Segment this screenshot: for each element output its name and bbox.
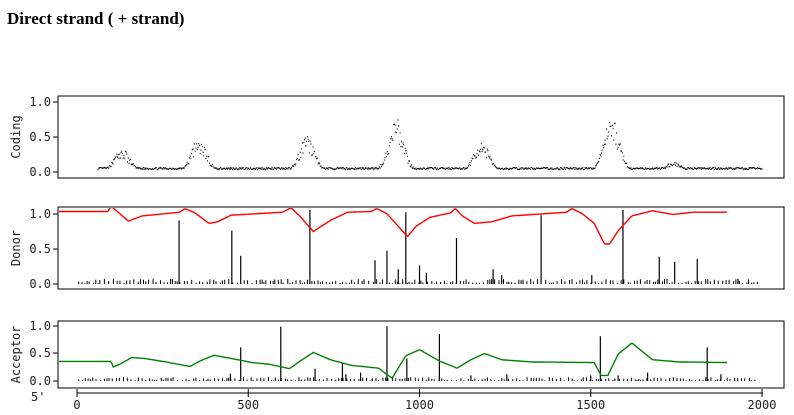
panel-donor: 1.0 0.5 0.0 Donor <box>9 206 785 291</box>
plot-frame <box>57 320 785 389</box>
y-tick-label: 0.5 <box>29 242 51 256</box>
x-tick-label: 0 <box>73 398 80 412</box>
y-tick-label: 1.0 <box>29 207 51 221</box>
x-tick-label: 2000 <box>748 398 777 412</box>
x-axis: 0 500 1000 1500 2000 5' <box>31 389 776 412</box>
y-tick-label: 0.0 <box>29 374 51 388</box>
y-axis-label: Acceptor <box>9 326 23 384</box>
x-tick-label: 1500 <box>576 398 605 412</box>
baseline-impulses <box>78 377 756 381</box>
page-title: Direct strand ( + strand) <box>7 9 185 28</box>
y-tick-label: 0.5 <box>29 130 51 144</box>
donor-curve <box>59 208 728 245</box>
x-tick-label: 500 <box>237 398 259 412</box>
y-axis-label: Coding <box>9 115 23 158</box>
y-tick-label: 0.5 <box>29 346 51 360</box>
y-tick-label: 1.0 <box>29 319 51 333</box>
x-tick-label: 1000 <box>405 398 434 412</box>
coding-points <box>97 119 763 171</box>
plot-frame <box>57 206 785 290</box>
panel-coding: 1.0 0.5 0.0 Coding <box>9 95 785 179</box>
panel-acceptor: 1.0 0.5 0.0 Acceptor <box>9 319 785 389</box>
acceptor-curve <box>59 342 728 379</box>
five-prime-label: 5' <box>31 390 45 404</box>
y-tick-label: 0.0 <box>29 277 51 291</box>
y-tick-label: 1.0 <box>29 95 51 109</box>
y-tick-label: 0.0 <box>29 165 51 179</box>
y-axis-label: Donor <box>9 230 23 266</box>
baseline-impulses <box>78 278 758 284</box>
